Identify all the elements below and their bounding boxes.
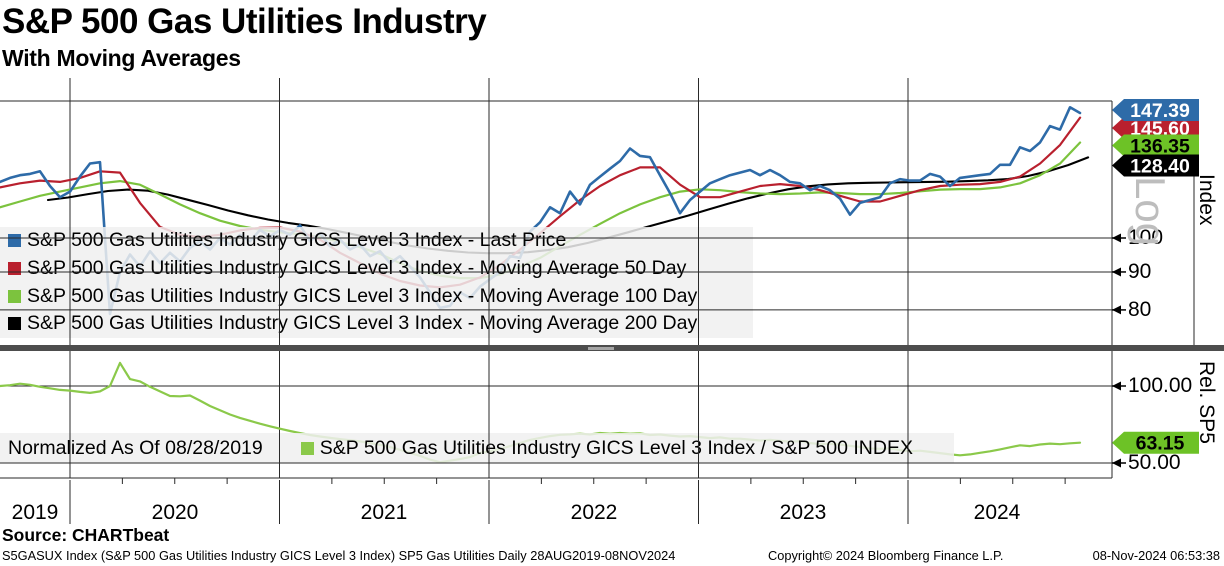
lower-legend-label: S&P 500 Gas Utilities Industry GICS Leve… — [320, 437, 913, 460]
lower-axis-label: Rel. SP5 — [1194, 361, 1218, 444]
lower-ytick-50: 50.00 — [1128, 451, 1181, 475]
legend-item[interactable]: S&P 500 Gas Utilities Industry GICS Leve… — [0, 282, 753, 310]
main-legend: S&P 500 Gas Utilities Industry GICS Leve… — [0, 227, 753, 338]
source-line: Source: CHARTbeat — [2, 525, 169, 546]
legend-swatch-icon — [8, 262, 21, 275]
bloomberg-chart-page: { "title": "S&P 500 Gas Utilities Indust… — [0, 0, 1224, 566]
legend-item[interactable]: S&P 500 Gas Utilities Industry GICS Leve… — [0, 227, 753, 255]
legend-label: S&P 500 Gas Utilities Industry GICS Leve… — [27, 285, 697, 308]
main-ytick-80: 80 — [1128, 298, 1151, 322]
year-label-2023: 2023 — [780, 501, 827, 525]
legend-label: S&P 500 Gas Utilities Industry GICS Leve… — [27, 229, 566, 252]
timestamp: 08-Nov-2024 06:53:38 — [1093, 548, 1220, 563]
year-label-2020: 2020 — [152, 501, 199, 525]
log-scale-label[interactable]: Log — [1126, 176, 1174, 246]
legend-swatch-icon — [8, 234, 21, 247]
legend-swatch-icon — [8, 317, 21, 330]
legend-swatch-icon — [8, 290, 21, 303]
legend-item[interactable]: S&P 500 Gas Utilities Industry GICS Leve… — [0, 255, 753, 283]
main-axis-label: Index — [1194, 174, 1218, 225]
lower-legend: Normalized As Of 08/28/2019 S&P 500 Gas … — [0, 433, 954, 463]
year-label-2024: 2024 — [974, 501, 1021, 525]
page-subtitle: With Moving Averages — [2, 45, 241, 72]
lower-legend-swatch-icon — [301, 442, 314, 455]
year-label-2019: 2019 — [12, 501, 59, 525]
panel-divider-handle-icon[interactable] — [588, 347, 614, 350]
year-label-2021: 2021 — [361, 501, 408, 525]
copyright-line: Copyright© 2024 Bloomberg Finance L.P. — [768, 548, 1003, 563]
year-label-2022: 2022 — [571, 501, 618, 525]
normalized-note: Normalized As Of 08/28/2019 — [0, 437, 263, 460]
legend-label: S&P 500 Gas Utilities Industry GICS Leve… — [27, 257, 686, 280]
ticker-line: S5GASUX Index (S&P 500 Gas Utilities Ind… — [2, 548, 675, 563]
legend-item[interactable]: S&P 500 Gas Utilities Industry GICS Leve… — [0, 310, 753, 338]
legend-label: S&P 500 Gas Utilities Industry GICS Leve… — [27, 312, 697, 335]
page-title: S&P 500 Gas Utilities Industry — [2, 2, 486, 42]
lower-ytick-100: 100.00 — [1128, 374, 1192, 398]
main-ytick-90: 90 — [1128, 260, 1151, 284]
